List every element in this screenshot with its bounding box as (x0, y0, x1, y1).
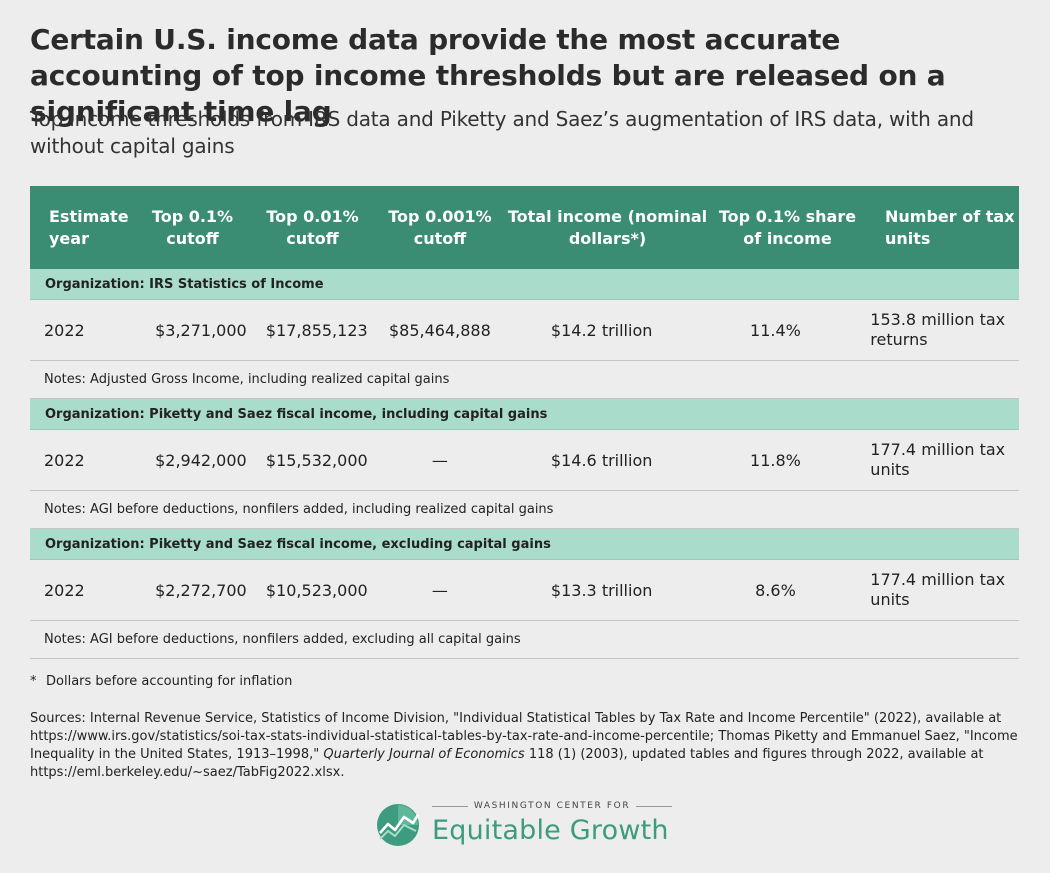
equitable-growth-logo: WASHINGTON CENTER FOR Equitable Growth (376, 800, 676, 850)
cell-total-income: $13.3 trillion (550, 580, 653, 600)
cell-top-0-001: — (431, 580, 448, 600)
page-title: Certain U.S. income data provide the mos… (30, 23, 946, 128)
header-top-share: Top 0.1% share of income (718, 206, 857, 248)
cell-top-0-01: $15,532,000 (265, 450, 368, 470)
footnote-text: Dollars before accounting for inflation (46, 674, 293, 689)
organization-row: Organization: IRS Statistics of Income (30, 269, 1019, 300)
logo-name: Equitable Growth (432, 815, 669, 846)
header-top-0-1-cutoff: Top 0.1% cutoff (151, 206, 234, 248)
header-estimate-year: Estimate year (49, 206, 129, 248)
header-tax-units: Number of tax units (885, 206, 1015, 248)
table-row: 2022 $3,271,000 $17,855,123 $85,464,888 … (30, 300, 1019, 361)
logo-tagline-text: WASHINGTON CENTER FOR (473, 801, 631, 811)
cell-top-0-001: $85,464,888 (389, 320, 491, 340)
logo-rule-right (636, 805, 672, 807)
cell-total-income: $14.6 trillion (550, 450, 653, 470)
cell-top-share: 8.6% (755, 580, 796, 600)
header-total-income: Total income (nominal dollars*) (507, 206, 708, 248)
cell-top-0-001: — (431, 450, 448, 470)
cell-tax-units: 153.8 million tax returns (870, 310, 1006, 349)
sources-text-end: 118 (1) (2003), updated tables and figur… (30, 747, 984, 780)
sources: Sources: Internal Revenue Service, Stati… (30, 710, 1030, 782)
notes-row: Notes: AGI before deductions, nonfilers … (30, 491, 1019, 529)
logo-rule-left (432, 805, 468, 807)
notes-row: Notes: AGI before deductions, nonfilers … (30, 621, 1019, 659)
income-thresholds-table: Estimate year Top 0.1% cutoff Top 0.01% … (30, 186, 1019, 659)
table-header: Estimate year Top 0.1% cutoff Top 0.01% … (30, 186, 1019, 269)
cell-year: 2022 (44, 450, 85, 470)
growth-chart-leaf-icon (377, 804, 420, 846)
sources-text: Sources: Internal Revenue Service, Stati… (30, 711, 1018, 762)
logo-tagline: WASHINGTON CENTER FOR (432, 801, 672, 811)
footnote: * Dollars before accounting for inflation (30, 674, 292, 689)
cell-tax-units: 177.4 million tax units (870, 570, 1006, 609)
page-subtitle: Top income thresholds from IRS data and … (30, 107, 974, 158)
sources-journal: Quarterly Journal of Economics (323, 747, 525, 762)
cell-top-0-01: $17,855,123 (265, 320, 368, 340)
cell-top-0-1: $2,942,000 (155, 450, 247, 470)
table-row: 2022 $2,942,000 $15,532,000 — $14.6 tril… (30, 430, 1019, 491)
organization-row: Organization: Piketty and Saez fiscal in… (30, 529, 1019, 560)
cell-top-0-1: $3,271,000 (155, 320, 247, 340)
table-row: 2022 $2,272,700 $10,523,000 — $13.3 tril… (30, 560, 1019, 621)
header-top-0-001-cutoff: Top 0.001% cutoff (388, 206, 492, 248)
cell-top-0-1: $2,272,700 (155, 580, 247, 600)
cell-tax-units: 177.4 million tax units (870, 440, 1006, 479)
cell-top-0-01: $10,523,000 (265, 580, 368, 600)
footnote-marker: * (30, 674, 37, 689)
cell-year: 2022 (44, 320, 85, 340)
notes-row: Notes: Adjusted Gross Income, including … (30, 361, 1019, 399)
header-top-0-01-cutoff: Top 0.01% cutoff (266, 206, 359, 248)
cell-top-share: 11.8% (750, 450, 801, 470)
cell-total-income: $14.2 trillion (550, 320, 653, 340)
cell-year: 2022 (44, 580, 85, 600)
organization-row: Organization: Piketty and Saez fiscal in… (30, 399, 1019, 430)
cell-top-share: 11.4% (750, 320, 801, 340)
